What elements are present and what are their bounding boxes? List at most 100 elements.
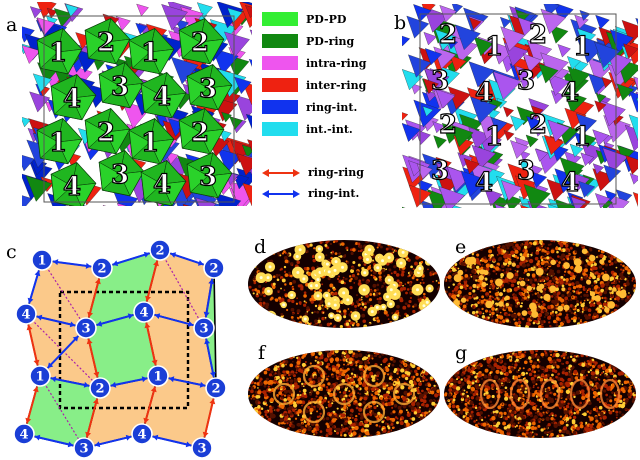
speckle [561,294,565,298]
bright-spot-core [327,302,331,306]
speckle [452,262,455,266]
speckle [564,269,567,271]
speckle [262,360,267,365]
bright-spot-core [266,276,270,280]
speckle [427,350,432,354]
speckle [291,420,294,423]
speckle [494,297,497,301]
speckle [324,316,327,319]
speckle [419,393,424,398]
speckle [525,255,528,258]
speckle [448,322,451,325]
speckle [434,380,437,383]
speckle [411,322,415,326]
speckle [595,242,599,246]
speckle [632,259,636,264]
speckle [329,357,334,362]
speckle [276,394,279,397]
polyhedron-face [22,155,35,172]
speckle [572,290,575,292]
speckle [383,275,386,277]
speckle [258,243,263,248]
speckle [574,240,577,244]
polyhedron-face [533,125,545,137]
speckle [288,271,291,275]
speckle [477,321,480,324]
speckle [509,303,513,308]
speckle [456,247,458,250]
speckle [307,406,310,409]
speckle [633,263,636,267]
speckle [353,282,356,284]
speckle [297,284,301,288]
speckle [303,240,306,242]
speckle [343,350,346,353]
speckle [388,245,393,250]
speckle [416,313,419,316]
speckle [250,380,254,385]
speckle [524,241,529,246]
arrow-head [197,260,204,266]
speckle [539,280,542,283]
speckle [448,278,452,283]
polyhedron-face [515,65,539,89]
speckle [374,391,379,396]
polyhedron-face [501,180,522,202]
speckle [481,307,484,311]
speckle [449,253,452,256]
speckle [575,242,580,247]
speckle [551,313,555,317]
speckle [261,353,266,357]
speckle [265,364,268,368]
bright-spot-core [399,261,403,265]
speckle [497,308,500,311]
speckle [399,298,404,303]
site-node-label: 3 [81,322,90,337]
speckle [428,410,431,413]
speckle [248,431,252,436]
speckle [578,307,582,310]
polyhedron-face [547,203,560,208]
speckle [522,277,525,280]
speckle [591,284,594,287]
speckle [482,266,487,270]
speckle [543,272,546,275]
speckle [266,350,269,352]
arrow-head [85,431,92,438]
polyhedron-face [236,153,252,176]
speckle [485,319,489,324]
speckle [249,298,252,301]
speckle [281,363,285,368]
speckle [338,255,341,258]
speckle [393,265,397,269]
speckle [424,371,429,376]
bright-spot-core [363,271,367,275]
speckle [414,242,419,247]
speckle [399,325,402,328]
speckle [373,289,377,292]
speckle [627,257,632,262]
speckle [447,255,452,260]
speckle [400,368,405,373]
speckle [422,292,426,296]
speckle [630,307,635,311]
speckle [449,255,453,258]
polyhedron-face [406,15,430,39]
speckle [345,277,348,280]
speckle [478,298,481,301]
speckle [547,305,552,310]
speckle [591,288,595,291]
speckle [251,288,255,292]
speckle [380,435,385,438]
speckle [395,321,399,325]
speckle [527,267,532,272]
speckle [495,273,498,275]
speckle [418,406,421,409]
pd-face [140,72,168,97]
speckle [624,304,627,307]
speckle [331,375,335,378]
speckle [401,321,405,326]
speckle [259,305,263,308]
polyhedron-face [471,144,497,170]
speckle [353,402,356,405]
